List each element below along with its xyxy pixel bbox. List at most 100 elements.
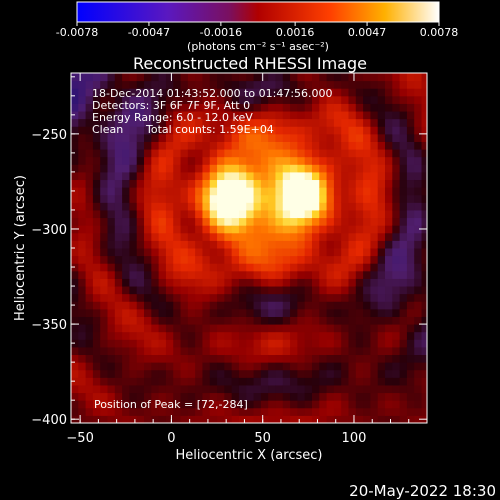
heatmap-cell <box>377 209 386 219</box>
heatmap-cell <box>158 270 167 279</box>
heatmap-cell <box>136 141 145 150</box>
heatmap-cell <box>385 141 393 150</box>
heatmap-cell <box>363 248 371 257</box>
heatmap-cell <box>290 308 298 317</box>
heatmap-cell <box>333 301 342 310</box>
heatmap-cell <box>78 88 87 97</box>
heatmap-cell <box>414 331 423 340</box>
heatmap-cell <box>151 377 160 386</box>
heatmap-cell <box>136 80 145 89</box>
heatmap-cell <box>85 384 94 394</box>
heatmap-cell <box>158 111 167 120</box>
heatmap-cell <box>311 400 320 409</box>
heatmap-cell <box>385 255 393 264</box>
heatmap-cell <box>406 141 415 150</box>
heatmap-cell <box>377 88 386 97</box>
heatmap-cell <box>341 400 349 409</box>
heatmap-cell <box>129 202 138 211</box>
heatmap-cell <box>319 126 328 135</box>
heatmap-cell <box>78 308 87 317</box>
heatmap-cell <box>238 209 247 219</box>
heatmap-cell <box>363 156 371 165</box>
heatmap-cell <box>71 384 79 394</box>
heatmap-cell <box>238 171 247 181</box>
heatmap-cell <box>399 301 408 310</box>
heatmap-cell <box>158 126 167 135</box>
heatmap-cell <box>333 392 342 401</box>
heatmap-cell <box>370 278 379 287</box>
heatmap-cell <box>202 202 211 211</box>
heatmap-cell <box>180 263 189 272</box>
heatmap-cell <box>231 415 240 423</box>
heatmap-cell <box>282 384 291 394</box>
heatmap-cell <box>260 384 269 394</box>
heatmap-cell <box>202 339 211 348</box>
heatmap-cell <box>136 88 145 97</box>
heatmap-cell <box>392 141 401 150</box>
heatmap-cell <box>246 80 255 89</box>
heatmap-cell <box>392 126 401 135</box>
heatmap-cell <box>173 232 182 241</box>
heatmap-cell <box>122 194 130 203</box>
heatmap-cell <box>282 111 291 120</box>
heatmap-cell <box>114 240 123 249</box>
heatmap-cell <box>268 293 276 302</box>
heatmap-cell <box>341 331 349 340</box>
heatmap-cell <box>114 255 123 264</box>
heatmap-cell <box>180 202 189 211</box>
heatmap-cell <box>195 141 203 150</box>
heatmap-cell <box>406 316 415 325</box>
heatmap-cell <box>92 111 101 120</box>
heatmap-cell <box>122 293 130 302</box>
heatmap-cell <box>187 232 196 241</box>
heatmap-cell <box>144 232 152 241</box>
heatmap-cell <box>217 255 225 264</box>
heatmap-cell <box>100 308 109 317</box>
heatmap-cell <box>144 179 152 188</box>
heatmap-cell <box>290 164 298 173</box>
heatmap-cell <box>238 293 247 302</box>
heatmap-cell <box>304 133 313 142</box>
heatmap-cell <box>92 179 101 188</box>
heatmap-cell <box>238 103 247 112</box>
heatmap-cell <box>275 225 284 234</box>
heatmap-cell <box>253 194 262 203</box>
heatmap-cell <box>421 362 427 371</box>
heatmap-cell <box>268 111 276 120</box>
heatmap-cell <box>260 354 269 363</box>
heatmap-cell <box>85 88 94 97</box>
heatmap-cell <box>311 369 320 378</box>
heatmap-cell <box>209 354 218 363</box>
heatmap-cell <box>100 141 109 150</box>
heatmap-cell <box>165 377 174 386</box>
heatmap-cell <box>341 225 349 234</box>
heatmap-cell <box>129 415 138 423</box>
heatmap-cell <box>370 407 379 416</box>
heatmap-cell <box>304 293 313 302</box>
heatmap-cell <box>151 88 160 97</box>
heatmap-cell <box>392 156 401 165</box>
heatmap-cell <box>377 407 386 416</box>
heatmap-cell <box>231 80 240 89</box>
heatmap-cell <box>421 339 427 348</box>
heatmap-cell <box>165 369 174 378</box>
heatmap-cell <box>333 133 342 142</box>
heatmap-cell <box>173 209 182 219</box>
heatmap-cell <box>399 400 408 409</box>
heatmap-cell <box>144 171 152 181</box>
heatmap-cell <box>355 316 364 325</box>
heatmap-cell <box>268 255 276 264</box>
heatmap-cell <box>187 369 196 378</box>
heatmap-cell <box>224 392 233 401</box>
heatmap-cell <box>209 392 218 401</box>
heatmap-cell <box>122 278 130 287</box>
heatmap-cell <box>275 331 284 340</box>
heatmap-cell <box>268 73 276 82</box>
heatmap-cell <box>348 232 357 241</box>
heatmap-cell <box>406 255 415 264</box>
heatmap-cell <box>158 369 167 378</box>
heatmap-cell <box>202 369 211 378</box>
heatmap-cell <box>260 407 269 416</box>
heatmap-cell <box>348 392 357 401</box>
heatmap-cell <box>304 354 313 363</box>
